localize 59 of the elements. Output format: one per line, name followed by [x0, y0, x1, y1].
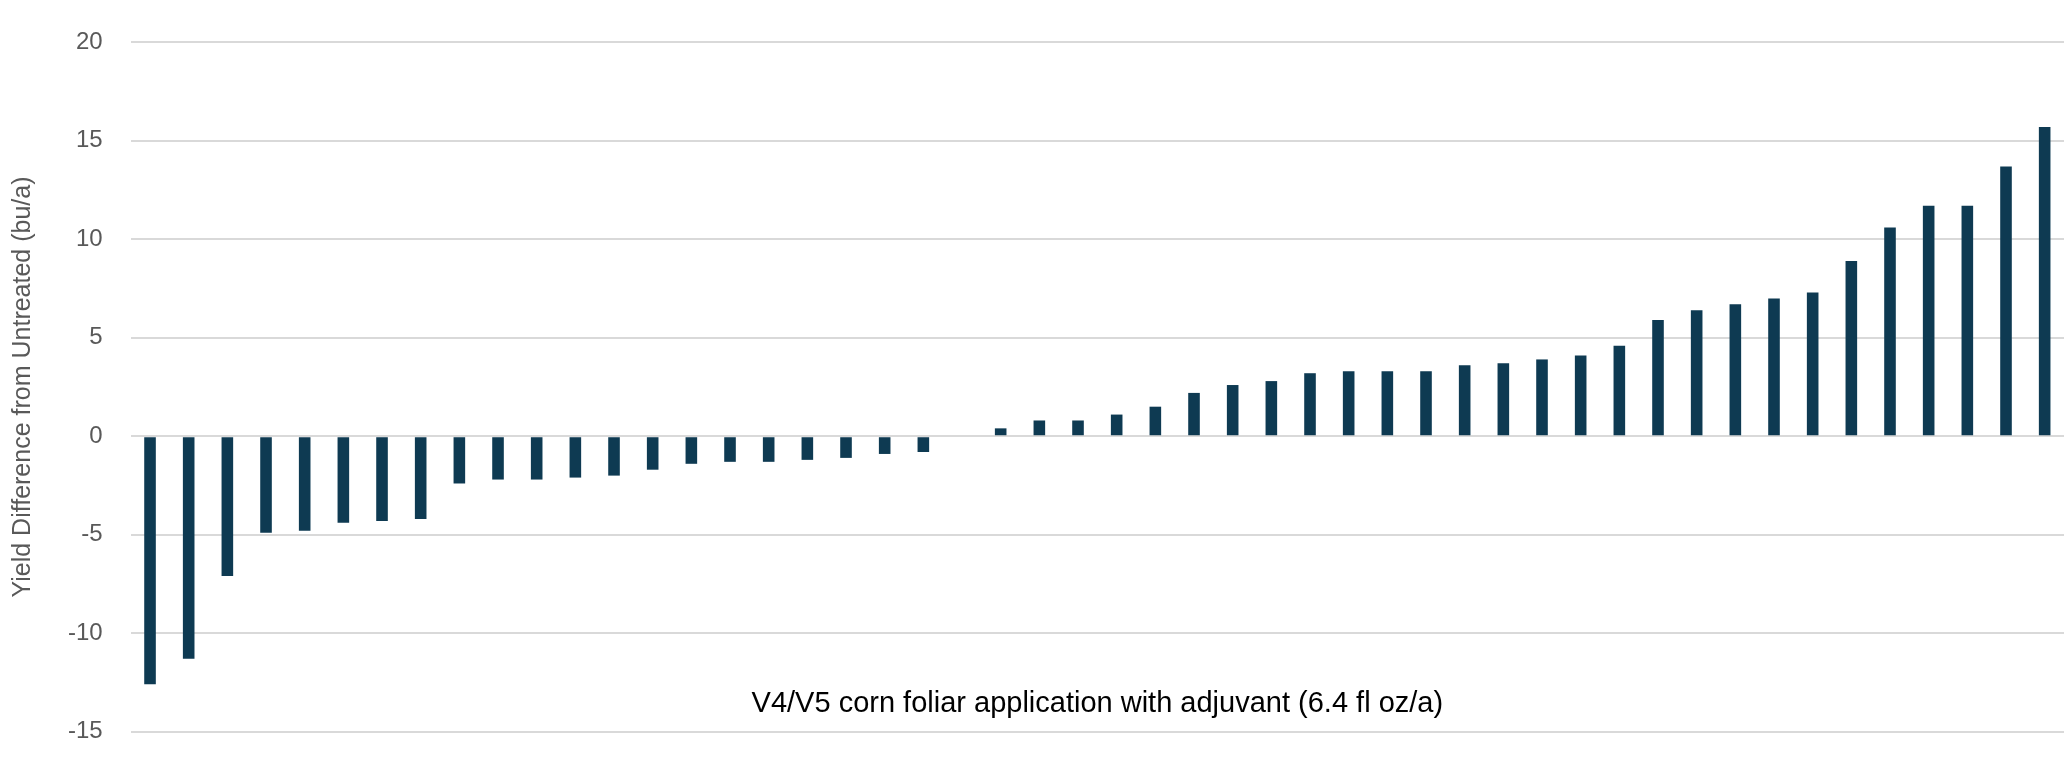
bar	[1961, 205, 1974, 436]
bar	[724, 437, 736, 462]
bar	[1922, 205, 1935, 436]
y-tick-label: -10	[68, 617, 103, 645]
bar	[762, 437, 775, 462]
bar	[1768, 298, 1780, 436]
bar	[2038, 127, 2051, 436]
bar	[685, 437, 698, 464]
y-axis-title: Yield Difference from Untreated (bu/a)	[6, 176, 35, 598]
bar	[260, 437, 272, 533]
bar	[1420, 371, 1432, 436]
bar	[221, 437, 234, 577]
y-tick-label: 15	[75, 125, 103, 153]
bar	[1110, 414, 1123, 436]
bar	[608, 437, 620, 476]
bar	[1536, 359, 1548, 436]
bar	[337, 437, 350, 523]
bar	[840, 437, 852, 458]
bar	[144, 437, 156, 685]
bar	[878, 437, 891, 454]
y-tick-label: 5	[89, 322, 103, 350]
bar	[1884, 227, 1896, 436]
bar	[182, 437, 195, 659]
bar	[1574, 355, 1587, 436]
bar	[994, 428, 1007, 436]
bar	[917, 437, 930, 452]
y-tick-label: -5	[81, 519, 103, 547]
bar	[1304, 373, 1316, 436]
y-tick-label: 20	[75, 27, 103, 55]
y-tick-label: -15	[68, 716, 103, 744]
bar	[1652, 320, 1664, 436]
bar	[801, 437, 814, 460]
bar	[1149, 406, 1162, 436]
bar	[1265, 381, 1278, 436]
bar	[298, 437, 311, 531]
bar	[1033, 420, 1046, 436]
y-tick-label: 10	[75, 223, 103, 251]
bar	[1845, 260, 1858, 436]
bar	[414, 437, 427, 519]
bar	[1226, 385, 1239, 436]
bar	[530, 437, 543, 480]
bar	[1497, 363, 1510, 436]
bar	[569, 437, 582, 478]
bar	[1690, 310, 1703, 436]
bar	[1806, 292, 1819, 436]
annotation: V4/V5 corn foliar application with adjuvant (6.4 fl oz/a)	[751, 685, 1444, 718]
y-tick-label: 0	[89, 420, 103, 448]
bar	[1458, 365, 1471, 436]
bar	[1188, 392, 1200, 436]
bar	[453, 437, 466, 484]
bar	[1613, 345, 1626, 436]
bar	[376, 437, 388, 521]
bar	[2000, 166, 2012, 436]
bar	[1729, 304, 1742, 436]
bar	[646, 437, 659, 470]
bar	[1342, 371, 1355, 436]
bar	[492, 437, 504, 480]
bar	[1381, 371, 1394, 436]
bar	[1072, 420, 1084, 436]
